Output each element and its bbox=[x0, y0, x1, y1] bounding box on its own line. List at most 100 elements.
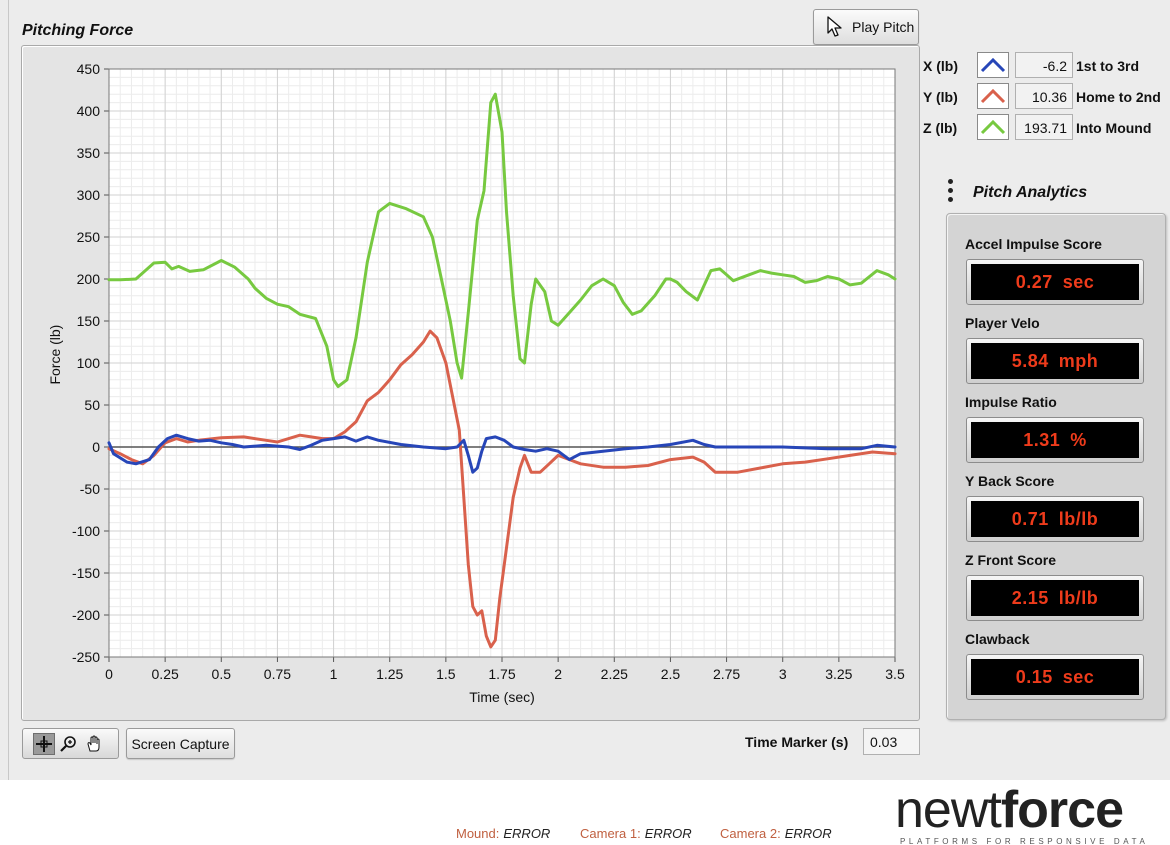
x-tick-label: 2 bbox=[554, 666, 562, 682]
metric-unit: sec bbox=[1062, 666, 1095, 687]
legend-axis-label: Z (lb) bbox=[923, 120, 958, 136]
y-tick-label: 150 bbox=[77, 313, 101, 329]
y-tick-label: -200 bbox=[72, 607, 100, 623]
analytics-panel: Accel Impulse Score 0.27 sec Player Velo … bbox=[946, 213, 1166, 720]
y-tick-label: 400 bbox=[77, 103, 101, 119]
y-tick-label: -50 bbox=[80, 481, 100, 497]
metric-z-front-score: 2.15 lb/lb bbox=[966, 575, 1144, 621]
x-tick-label: 0.25 bbox=[152, 666, 179, 682]
force-chart[interactable]: 0 0.25 0.5 0.75 1 1.25 1.5 1.75 2 2.25 2.5 2.75 3 3.2… bbox=[21, 45, 920, 721]
x-tick-label: 0 bbox=[105, 666, 113, 682]
x-tick-label: 3.25 bbox=[825, 666, 852, 682]
metric-unit: sec bbox=[1062, 271, 1095, 292]
y-tick-label: 350 bbox=[77, 145, 101, 161]
legend-value: 10.36 bbox=[1015, 83, 1073, 109]
status-key: Camera 2: bbox=[720, 826, 781, 841]
legend-row-z: Z (lb) 193.71 Into Mound bbox=[923, 114, 1170, 141]
x-tick-label: 3.5 bbox=[885, 666, 905, 682]
metric-accel-impulse-score: 0.27 sec bbox=[966, 259, 1144, 305]
graph-tools-palette bbox=[22, 728, 119, 759]
status-value: ERROR bbox=[644, 826, 692, 841]
metric-label: Y Back Score bbox=[965, 473, 1055, 489]
window-edge bbox=[8, 0, 9, 780]
status-value: ERROR bbox=[784, 826, 832, 841]
legend-axis-label: X (lb) bbox=[923, 58, 958, 74]
y-axis-label: Force (lb) bbox=[47, 325, 63, 385]
x-tick-label: 0.5 bbox=[212, 666, 232, 682]
legend-row-x: X (lb) -6.2 1st to 3rd bbox=[923, 52, 1170, 79]
y-tick-label: 200 bbox=[77, 271, 101, 287]
series-line-z-lb bbox=[107, 92, 897, 388]
metric-player-velo: 5.84 mph bbox=[966, 338, 1144, 384]
play-pitch-label: Play Pitch bbox=[852, 19, 915, 35]
legend-description: Home to 2nd bbox=[1076, 89, 1161, 105]
x-tick-label: 1.5 bbox=[436, 666, 456, 682]
footer: Mound: ERROR Camera 1: ERROR Camera 2: ERRO… bbox=[0, 780, 1170, 845]
metric-clawback: 0.15 sec bbox=[966, 654, 1144, 700]
status-key: Camera 1: bbox=[580, 826, 641, 841]
time-marker-input[interactable]: 0.03 bbox=[863, 728, 920, 755]
x-tick-label: 2.5 bbox=[661, 666, 681, 682]
y-tick-label: 300 bbox=[77, 187, 101, 203]
metric-value: 2.15 bbox=[1011, 587, 1049, 608]
x-line-style-icon[interactable] bbox=[977, 52, 1009, 78]
status-camera-2: Camera 2: ERROR bbox=[720, 826, 832, 841]
x-tick-label: 2.25 bbox=[601, 666, 628, 682]
x-tick-label: 2.75 bbox=[713, 666, 740, 682]
metric-value: 0.71 bbox=[1011, 508, 1049, 529]
x-tick-label: 0.75 bbox=[264, 666, 291, 682]
series-line-x-lb bbox=[107, 433, 897, 474]
logo-part2: force bbox=[1000, 781, 1124, 839]
legend-axis-label: Y (lb) bbox=[923, 89, 958, 105]
status-value: ERROR bbox=[503, 826, 551, 841]
x-tick-label: 1 bbox=[330, 666, 338, 682]
screen-capture-label: Screen Capture bbox=[131, 735, 230, 752]
z-line-style-icon[interactable] bbox=[977, 114, 1009, 140]
metric-value: 1.31 bbox=[1023, 429, 1061, 450]
metric-impulse-ratio: 1.31% bbox=[966, 417, 1144, 463]
metric-value: 0.27 bbox=[1015, 271, 1053, 292]
x-tick-label: 3 bbox=[779, 666, 787, 682]
x-axis-label: Time (sec) bbox=[469, 689, 535, 705]
metric-label: Player Velo bbox=[965, 315, 1040, 331]
metric-y-back-score: 0.71 lb/lb bbox=[966, 496, 1144, 542]
metric-label: Impulse Ratio bbox=[965, 394, 1057, 410]
y-tick-label: 100 bbox=[77, 355, 101, 371]
logo-part1: newt bbox=[895, 781, 1002, 839]
legend-value: 193.71 bbox=[1015, 114, 1073, 140]
metric-value: 5.84 bbox=[1011, 350, 1049, 371]
legend-row-y: Y (lb) 10.36 Home to 2nd bbox=[923, 83, 1170, 110]
screen-capture-button[interactable]: Screen Capture bbox=[126, 728, 235, 759]
cursor-tool-icon[interactable] bbox=[33, 732, 55, 755]
status-key: Mound: bbox=[456, 826, 500, 841]
legend-description: 1st to 3rd bbox=[1076, 58, 1140, 74]
y-line-style-icon[interactable] bbox=[977, 83, 1009, 109]
logo-tagline: PLATFORMS FOR RESPONSIVE DATA bbox=[900, 837, 1149, 845]
status-camera-1: Camera 1: ERROR bbox=[580, 826, 692, 841]
time-marker-label: Time Marker (s) bbox=[745, 734, 849, 750]
y-tick-label: 250 bbox=[77, 229, 101, 245]
y-tick-label: 0 bbox=[92, 439, 100, 455]
newtforce-logo: newtforce bbox=[895, 781, 1124, 839]
force-chart-svg: 0 0.25 0.5 0.75 1 1.25 1.5 1.75 2 2.25 2.5 2.75 3 3.2… bbox=[47, 61, 905, 705]
y-tick-label: -150 bbox=[72, 565, 100, 581]
play-pitch-button[interactable]: Play Pitch bbox=[813, 9, 919, 45]
cursor-icon bbox=[827, 16, 842, 37]
metric-label: Accel Impulse Score bbox=[965, 236, 1102, 252]
metric-value: 0.15 bbox=[1015, 666, 1053, 687]
y-tick-label: -250 bbox=[72, 649, 100, 665]
more-options-icon[interactable] bbox=[948, 179, 956, 205]
metric-unit: mph bbox=[1058, 350, 1099, 371]
zoom-tool-icon[interactable] bbox=[58, 733, 80, 755]
x-tick-label: 1.75 bbox=[488, 666, 515, 682]
pan-hand-tool-icon[interactable] bbox=[83, 733, 105, 755]
metric-unit: % bbox=[1070, 429, 1087, 450]
metric-unit: lb/lb bbox=[1058, 508, 1099, 529]
chart-title: Pitching Force bbox=[22, 22, 134, 39]
app-window: Pitching Force Play Pitch 0 0.25 0.5 0.75 1 1… bbox=[8, 0, 1170, 780]
status-mound: Mound: ERROR bbox=[456, 826, 550, 841]
y-tick-label: 450 bbox=[77, 61, 101, 77]
legend-value: -6.2 bbox=[1015, 52, 1073, 78]
y-tick-label: 50 bbox=[84, 397, 100, 413]
legend-description: Into Mound bbox=[1076, 120, 1152, 136]
